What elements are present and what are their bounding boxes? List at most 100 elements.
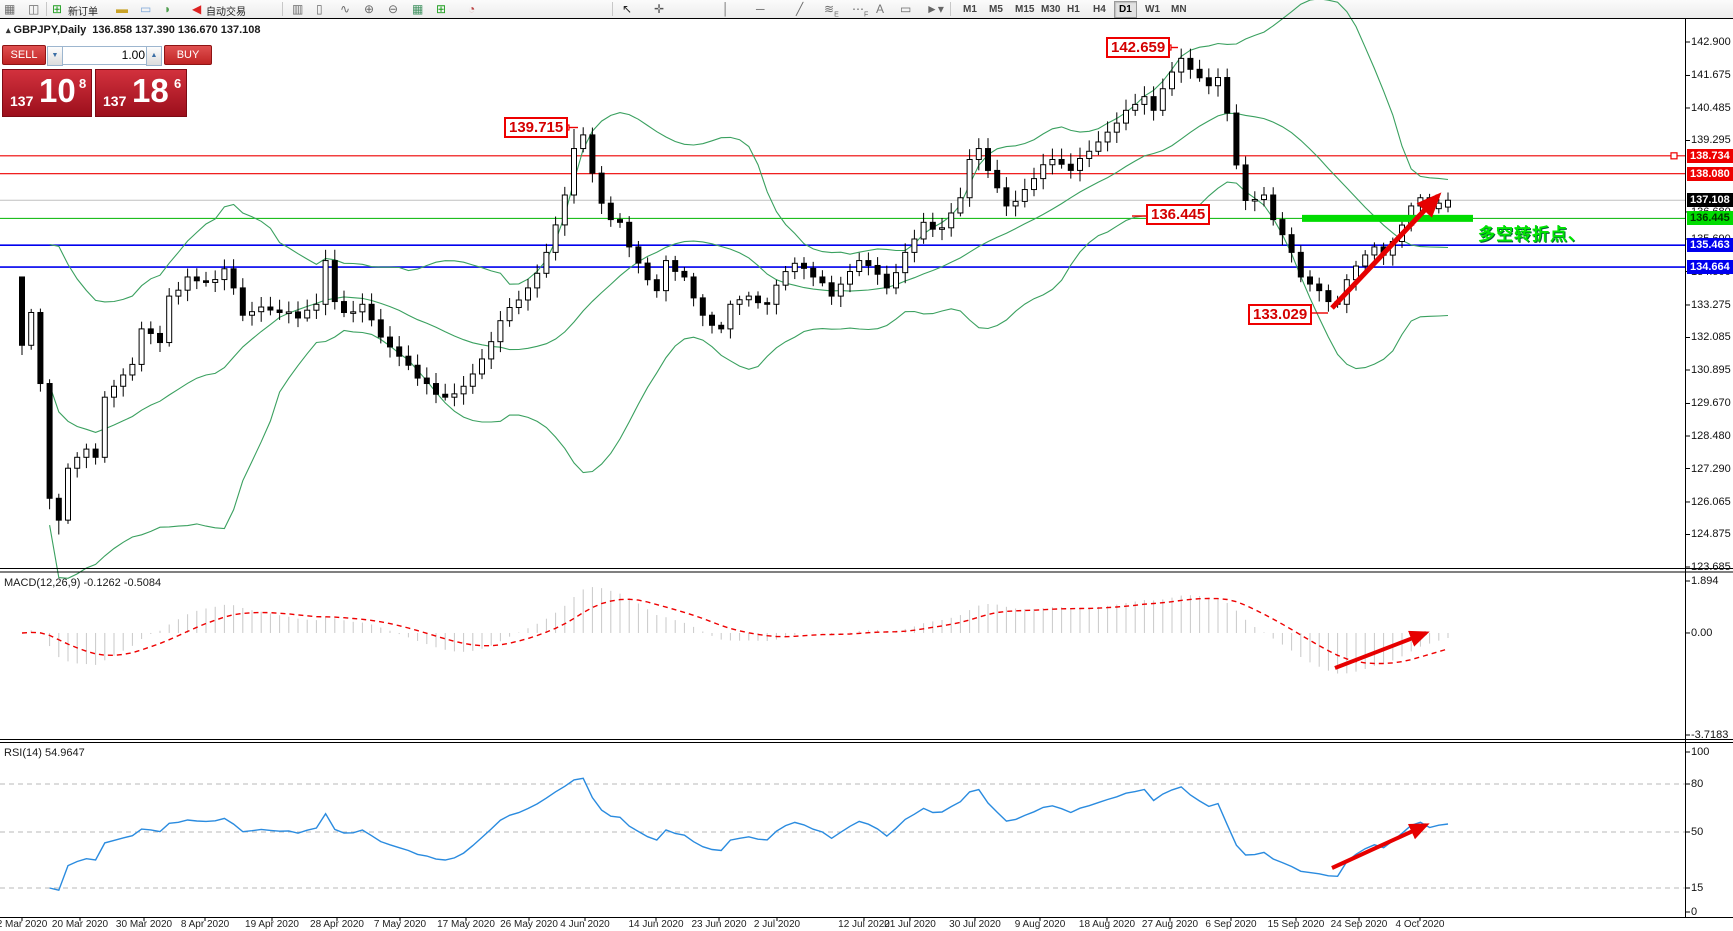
timeframe-button-m5[interactable]: M5 xyxy=(989,4,1003,15)
cursor-icon[interactable]: ↖ xyxy=(622,2,633,16)
autotrade-button[interactable]: 自动交易 xyxy=(206,7,246,18)
clock-icon[interactable]: ◔ xyxy=(468,2,476,16)
arrow-tools-icon[interactable]: ►▾ xyxy=(926,2,944,16)
new-order-icon[interactable]: ⊞ xyxy=(52,2,63,16)
text-icon[interactable]: A xyxy=(876,2,885,16)
price-line-badge: 138.080 xyxy=(1687,166,1733,181)
object-hlines[interactable] xyxy=(0,155,1685,268)
price-callout-box[interactable]: 139.715 xyxy=(504,117,569,138)
symbol-period-label: GBPJPY,Daily xyxy=(13,24,87,36)
rsi-axis-label: 50 xyxy=(1691,826,1704,838)
timeframe-button-d1[interactable]: D1 xyxy=(1114,1,1137,18)
toolbar-separator xyxy=(612,2,613,16)
bar-chart-icon[interactable]: ▥ xyxy=(292,2,304,16)
date-label: 17 May 2020 xyxy=(437,919,495,930)
volume-input[interactable]: 1.00 xyxy=(62,46,150,65)
timeframe-button-h4[interactable]: H4 xyxy=(1093,4,1106,15)
chart-title: ▴ GBPJPY,Daily 136.858 137.390 136.670 137… xyxy=(6,24,261,36)
date-label: 23 Jun 2020 xyxy=(691,919,747,930)
label-icon[interactable]: ▭ xyxy=(900,2,912,16)
fibonacci-icon[interactable]: ⋯F xyxy=(852,2,869,19)
date-label: 27 Aug 2020 xyxy=(1141,919,1199,930)
rsi-label: RSI(14) 54.9647 xyxy=(4,747,85,759)
price-callout-box[interactable]: 136.445 xyxy=(1146,204,1211,225)
macd-indicator xyxy=(21,587,1449,674)
zoom-in-icon[interactable]: ⊕ xyxy=(364,2,375,16)
candle-chart-icon[interactable]: ▯ xyxy=(316,2,323,16)
price-tick-label: 132.085 xyxy=(1691,331,1731,344)
date-label: 2 Jul 2020 xyxy=(753,919,801,930)
sell-button[interactable]: SELL xyxy=(2,45,46,65)
macd-axis-label: 0.00 xyxy=(1691,626,1713,639)
date-label: 9 Aug 2020 xyxy=(1014,919,1066,930)
sell-price-tile[interactable]: 137 10 8 xyxy=(2,69,92,117)
date-label: 12 Jul 2020 xyxy=(838,919,890,930)
chart-window-icon[interactable]: ▦ xyxy=(4,2,16,16)
autotrade-icon[interactable]: ◀ xyxy=(192,2,202,16)
volume-decrease-button[interactable]: ▼ xyxy=(47,46,63,66)
collapse-triangle-icon[interactable]: ▴ xyxy=(6,25,11,35)
candlesticks xyxy=(19,48,1451,535)
buy-price-tile[interactable]: 137 18 6 xyxy=(95,69,187,117)
cloud-icon[interactable]: ▭ xyxy=(140,2,152,16)
price-tick-label: 123.685 xyxy=(1691,561,1731,573)
sell-price-big: 10 xyxy=(39,72,76,109)
date-label: 8 Apr 2020 xyxy=(180,919,230,930)
bollinger-bands xyxy=(49,0,1449,579)
timeframe-button-h1[interactable]: H1 xyxy=(1067,4,1080,15)
buy-price-prefix: 137 xyxy=(103,93,127,109)
rsi-axis-label: 15 xyxy=(1691,882,1704,894)
price-tick-label: 130.895 xyxy=(1691,364,1731,376)
timeframe-button-mn[interactable]: MN xyxy=(1171,4,1187,15)
date-label: 15 Sep 2020 xyxy=(1267,919,1325,930)
line-anchor-marker[interactable] xyxy=(1670,152,1678,160)
channel-icon[interactable]: ≋E xyxy=(824,2,839,19)
date-label: 26 May 2020 xyxy=(500,919,558,930)
price-tick-label: 129.670 xyxy=(1691,397,1731,410)
price-line-badge: 136.445 xyxy=(1687,211,1733,226)
new-order-button[interactable]: 新订单 xyxy=(68,7,98,18)
phone-icon[interactable]: ◗ xyxy=(164,2,172,16)
tile-windows-icon[interactable]: ▦ xyxy=(412,2,424,16)
macd-axis-label: -3.7183 xyxy=(1691,729,1729,741)
vertical-line-icon[interactable]: │ xyxy=(722,2,730,16)
price-line-badge: 138.734 xyxy=(1687,148,1733,163)
trend-arrow[interactable] xyxy=(1334,630,1430,670)
green-level-bar[interactable] xyxy=(1302,214,1473,222)
timeframe-button-w1[interactable]: W1 xyxy=(1145,4,1160,15)
price-tick-label: 140.485 xyxy=(1691,101,1731,114)
date-label: 19 Apr 2020 xyxy=(245,919,299,930)
sell-price-pips: 8 xyxy=(79,76,87,91)
zoom-out-icon[interactable]: ⊖ xyxy=(388,2,399,16)
price-callout-box[interactable]: 133.029 xyxy=(1248,304,1313,325)
timeframe-button-m1[interactable]: M1 xyxy=(963,4,977,15)
gold-icon[interactable]: ▬ xyxy=(116,2,128,16)
macd-label: MACD(12,26,9) -0.1262 -0.5084 xyxy=(4,577,162,589)
buy-price-pips: 6 xyxy=(174,76,182,91)
indicators-icon[interactable]: ⊞ xyxy=(436,2,447,16)
buy-button[interactable]: BUY xyxy=(164,45,212,65)
toolbar-separator xyxy=(46,2,47,16)
timeframe-button-m30[interactable]: M30 xyxy=(1041,4,1061,15)
macd-axis-label: 1.894 xyxy=(1691,575,1719,587)
price-tick-label: 128.480 xyxy=(1691,429,1731,442)
toolbar-separator xyxy=(950,2,951,16)
price-tick-label: 139.295 xyxy=(1691,134,1731,147)
horizontal-line-icon[interactable]: ─ xyxy=(756,2,765,16)
zoom-window-icon[interactable]: ◫ xyxy=(28,2,40,16)
date-label: 14 Jun 2020 xyxy=(628,919,684,930)
trendline-icon[interactable]: ╱ xyxy=(796,2,804,16)
buy-price-big: 18 xyxy=(132,72,169,109)
line-chart-icon[interactable]: ∿ xyxy=(340,2,351,16)
trend-arrow[interactable] xyxy=(1331,823,1430,870)
trend-arrow[interactable] xyxy=(1330,192,1442,310)
crosshair-icon[interactable]: ✛ xyxy=(654,2,665,16)
volume-increase-button[interactable]: ▲ xyxy=(146,46,162,66)
date-label: 20 Mar 2020 xyxy=(51,919,109,930)
date-label: 18 Aug 2020 xyxy=(1078,919,1136,930)
rsi-indicator xyxy=(0,777,1685,892)
price-callout-box[interactable]: 142.659 xyxy=(1106,37,1171,58)
timeframe-button-m15[interactable]: M15 xyxy=(1015,4,1035,15)
